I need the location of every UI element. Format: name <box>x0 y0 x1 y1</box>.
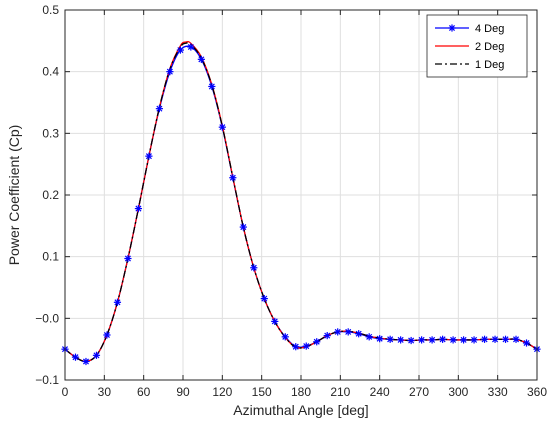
x-tick-label: 270 <box>409 385 429 399</box>
x-tick-label: 0 <box>62 385 69 399</box>
y-tick-label: 0.4 <box>42 65 59 79</box>
data-point-marker <box>145 152 153 160</box>
x-tick-label: 60 <box>137 385 151 399</box>
y-tick-label: −0.0 <box>35 311 59 325</box>
ticks: 0 30 60 90 120 150 180 210 240 270 300 330 360 −0.1 −0… <box>35 3 547 399</box>
y-tick-label: 0.1 <box>42 250 59 264</box>
data-point-marker <box>197 55 205 63</box>
legend-label: 1 Deg <box>475 59 504 71</box>
data-point-marker <box>334 328 342 336</box>
data-point-marker <box>365 333 373 341</box>
x-tick-label: 120 <box>212 385 232 399</box>
legend-label: 4 Deg <box>475 23 504 35</box>
data-point-marker <box>166 68 174 76</box>
data-point-marker <box>187 43 195 51</box>
data-point-marker <box>92 351 101 359</box>
data-point-marker <box>439 335 447 343</box>
x-tick-label: 300 <box>448 385 468 399</box>
legend: 4 Deg 2 Deg 1 Deg <box>426 14 528 78</box>
data-point-marker <box>208 82 216 91</box>
x-tick-label: 30 <box>98 385 112 399</box>
data-point-marker <box>449 336 457 344</box>
data-point-marker <box>355 330 363 338</box>
data-point-marker <box>281 333 289 341</box>
y-axis-label: Power Coefficient (Cp) <box>6 125 22 266</box>
x-tick-label: 360 <box>527 385 547 399</box>
x-tick-label: 150 <box>252 385 272 399</box>
x-axis-label: Azimuthal Angle [deg] <box>233 402 368 418</box>
data-point-marker <box>155 105 163 113</box>
data-point-marker <box>134 204 143 213</box>
data-point-marker <box>302 342 310 350</box>
y-tick-label: 0.3 <box>42 126 59 140</box>
data-point-marker <box>124 254 132 263</box>
x-tick-label: 210 <box>330 385 350 399</box>
x-tick-label: 240 <box>370 385 390 399</box>
data-point-marker <box>176 46 184 54</box>
data-point-marker <box>260 295 268 303</box>
x-tick-label: 180 <box>291 385 311 399</box>
data-point-marker <box>229 174 237 182</box>
data-point-marker <box>480 335 489 343</box>
data-point-marker <box>407 336 415 345</box>
data-point-marker <box>271 317 279 326</box>
data-point-marker <box>250 264 258 272</box>
y-tick-label: 0.5 <box>42 3 59 17</box>
data-point-marker <box>313 338 321 346</box>
data-point-marker <box>512 335 520 343</box>
data-point-marker <box>323 332 331 340</box>
series-layer <box>61 40 541 366</box>
data-point-marker <box>239 223 247 231</box>
data-point-marker <box>344 328 352 336</box>
data-point-marker <box>501 335 510 343</box>
data-point-marker <box>459 336 468 344</box>
legend-label: 2 Deg <box>475 41 504 53</box>
y-tick-label: 0.2 <box>42 188 59 202</box>
data-point-marker <box>292 343 300 351</box>
data-point-marker <box>103 331 111 339</box>
data-point-marker <box>448 24 456 32</box>
data-point-marker <box>397 336 405 344</box>
data-point-marker <box>470 336 478 344</box>
data-point-marker <box>376 335 384 343</box>
data-point-marker <box>386 335 394 343</box>
x-tick-label: 90 <box>176 385 190 399</box>
data-point-marker <box>491 335 499 343</box>
data-point-marker <box>218 123 226 131</box>
data-point-marker <box>428 336 436 344</box>
data-point-marker <box>71 353 80 361</box>
x-tick-label: 330 <box>488 385 508 399</box>
y-tick-label: −0.1 <box>35 373 59 387</box>
data-point-marker <box>522 339 531 347</box>
data-point-marker <box>82 357 90 366</box>
data-point-marker <box>113 298 122 306</box>
data-point-marker <box>418 336 426 344</box>
